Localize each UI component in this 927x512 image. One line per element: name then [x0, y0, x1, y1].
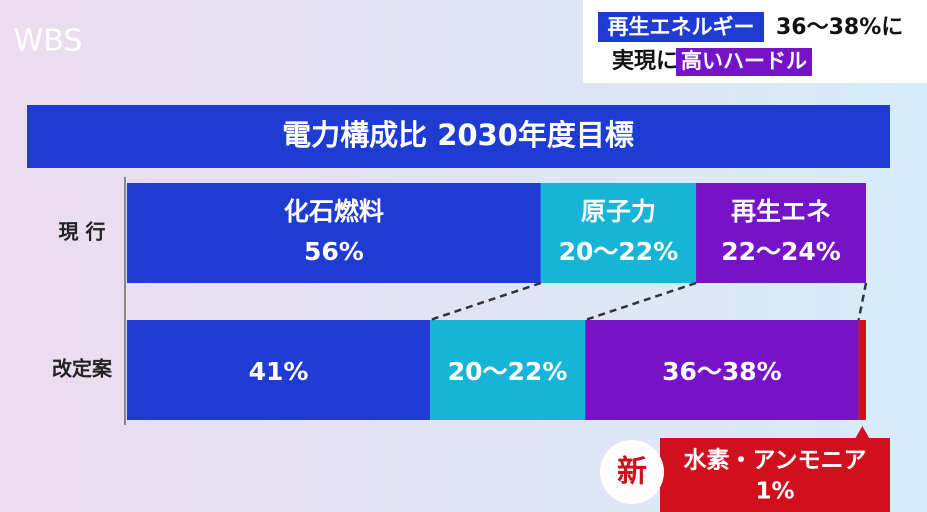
new-badge-text: 新 — [617, 455, 647, 490]
value-label: 20〜22% — [448, 357, 568, 386]
y-tick-label: 現 行 — [59, 220, 106, 244]
callout-pointer — [854, 426, 871, 440]
title-bar — [27, 105, 890, 168]
segment-name: 再生エネ — [731, 197, 831, 226]
value-label: 1% — [755, 479, 794, 505]
badge — [598, 12, 764, 42]
value-label: 41% — [249, 357, 309, 386]
callout-name: 水素・アンモニア — [683, 447, 866, 474]
badge — [676, 48, 812, 76]
chart-title: 電力構成比 2030年度目標 — [282, 118, 634, 152]
headline-badge: 再生エネルギー — [608, 15, 755, 39]
bar-segment — [696, 183, 866, 283]
value-label: 36〜38% — [662, 357, 782, 386]
value-label: 22〜24% — [721, 237, 841, 266]
headline-text: 36〜38%に — [776, 15, 903, 40]
bar-segment — [540, 183, 697, 283]
headline-badge: 高いハードル — [681, 49, 807, 73]
y-tick-label: 改定案 — [52, 357, 113, 381]
segment-name: 化石燃料 — [284, 197, 384, 226]
bar-segment — [585, 320, 859, 420]
segment-name: 原子力 — [581, 197, 656, 226]
bar-segment — [858, 320, 866, 420]
connector — [857, 282, 868, 321]
headline-text: 実現に — [612, 48, 678, 74]
callout-box — [660, 438, 890, 512]
bar-segment — [127, 183, 541, 283]
new-badge — [600, 440, 664, 504]
connector — [429, 281, 542, 322]
connector — [584, 281, 697, 322]
value-label: 56% — [304, 237, 364, 266]
bar-segment — [127, 320, 430, 420]
value-label: 20〜22% — [559, 237, 679, 266]
logo: WBS — [14, 24, 83, 59]
bar-segment — [429, 320, 586, 420]
